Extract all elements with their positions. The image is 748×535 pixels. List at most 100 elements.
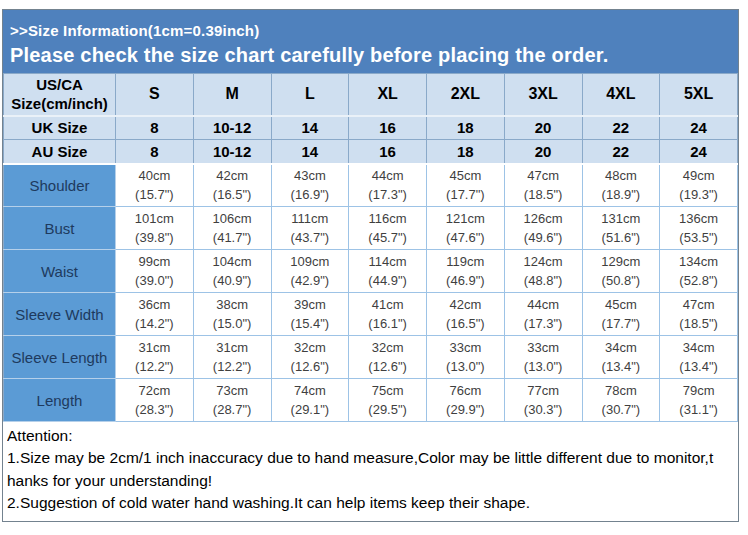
size-row: UK Size810-12141618202224 — [4, 116, 738, 140]
measure-inch: (13.0") — [427, 357, 504, 377]
measure-cm: 134cm — [660, 252, 737, 272]
measure-inch: (12.6") — [272, 357, 349, 377]
measure-cm: 33cm — [505, 338, 582, 358]
measure-cm: 43cm — [272, 166, 349, 186]
measure-cell: 101cm(39.8") — [116, 207, 194, 250]
measure-inch: (12.2") — [194, 357, 271, 377]
measure-cm: 75cm — [349, 381, 426, 401]
measure-inch: (16.1") — [349, 314, 426, 334]
measure-cm: 44cm — [505, 295, 582, 315]
measure-cell: 36cm(14.2") — [116, 293, 194, 336]
measure-row: Waist99cm(39.0")104cm(40.9")109cm(42.9")… — [4, 250, 738, 293]
measure-inch: (18.5") — [505, 185, 582, 205]
measure-cell: 126cm(49.6") — [504, 207, 582, 250]
measure-inch: (13.0") — [505, 357, 582, 377]
measure-inch: (29.1") — [272, 400, 349, 420]
measure-cm: 76cm — [427, 381, 504, 401]
measure-cell: 124cm(48.8") — [504, 250, 582, 293]
measure-inch: (52.8") — [660, 271, 737, 291]
attention-line: 2.Suggestion of cold water hand washing.… — [7, 492, 734, 514]
corner-line1: US/CA — [4, 75, 115, 95]
measure-row: Shoulder40cm(15.7")42cm(16.5")43cm(16.9"… — [4, 164, 738, 207]
row-label: Shoulder — [4, 164, 116, 207]
measure-cm: 31cm — [194, 338, 271, 358]
row-label: Waist — [4, 250, 116, 293]
measure-cm: 119cm — [427, 252, 504, 272]
row-label: UK Size — [4, 116, 116, 140]
measure-inch: (18.9") — [583, 185, 660, 205]
size-value-cell: 8 — [116, 140, 194, 164]
measure-inch: (30.3") — [505, 400, 582, 420]
measure-cell: 45cm(17.7") — [427, 164, 505, 207]
measure-cm: 131cm — [583, 209, 660, 229]
measure-cm: 44cm — [349, 166, 426, 186]
measure-cell: 44cm(17.3") — [349, 164, 427, 207]
measure-cm: 49cm — [660, 166, 737, 186]
measure-cell: 49cm(19.3") — [660, 164, 738, 207]
measure-cell: 48cm(18.9") — [582, 164, 660, 207]
size-header-m: M — [193, 74, 271, 116]
measure-cell: 31cm(12.2") — [116, 336, 194, 379]
measure-cm: 32cm — [349, 338, 426, 358]
measure-cell: 39cm(15.4") — [271, 293, 349, 336]
measure-inch: (13.4") — [660, 357, 737, 377]
size-value-cell: 22 — [582, 140, 660, 164]
measure-cell: 116cm(45.7") — [349, 207, 427, 250]
measure-cm: 40cm — [116, 166, 193, 186]
size-value-cell: 8 — [116, 116, 194, 140]
measure-cell: 32cm(12.6") — [271, 336, 349, 379]
measure-inch: (29.9") — [427, 400, 504, 420]
measure-inch: (53.5") — [660, 228, 737, 248]
measure-cm: 136cm — [660, 209, 737, 229]
size-value-cell: 14 — [271, 116, 349, 140]
measure-cell: 47cm(18.5") — [660, 293, 738, 336]
measure-cell: 121cm(47.6") — [427, 207, 505, 250]
measure-cm: 104cm — [194, 252, 271, 272]
measure-cell: 42cm(16.5") — [193, 164, 271, 207]
size-value-cell: 20 — [504, 116, 582, 140]
size-header-3xl: 3XL — [504, 74, 582, 116]
banner-title: >>Size Information(1cm=0.39inch) — [10, 22, 738, 39]
measure-cell: 33cm(13.0") — [427, 336, 505, 379]
measure-inch: (31.1") — [660, 400, 737, 420]
measure-cell: 76cm(29.9") — [427, 379, 505, 422]
size-value-cell: 10-12 — [193, 140, 271, 164]
row-label: AU Size — [4, 140, 116, 164]
measure-inch: (16.9") — [272, 185, 349, 205]
measure-cell: 78cm(30.7") — [582, 379, 660, 422]
measure-cm: 32cm — [272, 338, 349, 358]
size-chart-frame: >>Size Information(1cm=0.39inch) Please … — [2, 9, 739, 522]
measure-cm: 129cm — [583, 252, 660, 272]
measure-inch: (14.2") — [116, 314, 193, 334]
measure-cell: 42cm(16.5") — [427, 293, 505, 336]
row-label: Length — [4, 379, 116, 422]
measure-cm: 78cm — [583, 381, 660, 401]
size-table: US/CA Size(cm/inch) SMLXL2XL3XL4XL5XL UK… — [3, 73, 738, 422]
size-row: AU Size810-12141618202224 — [4, 140, 738, 164]
measure-cm: 77cm — [505, 381, 582, 401]
row-label: Bust — [4, 207, 116, 250]
measure-cm: 72cm — [116, 381, 193, 401]
measure-cm: 116cm — [349, 209, 426, 229]
measure-cm: 121cm — [427, 209, 504, 229]
measure-cm: 109cm — [272, 252, 349, 272]
measure-cm: 101cm — [116, 209, 193, 229]
measure-inch: (17.7") — [583, 314, 660, 334]
measure-cell: 34cm(13.4") — [582, 336, 660, 379]
corner-cell: US/CA Size(cm/inch) — [4, 74, 116, 116]
measure-cm: 34cm — [660, 338, 737, 358]
measure-cm: 99cm — [116, 252, 193, 272]
measure-inch: (29.5") — [349, 400, 426, 420]
size-header-4xl: 4XL — [582, 74, 660, 116]
measure-inch: (48.8") — [505, 271, 582, 291]
measure-cm: 126cm — [505, 209, 582, 229]
measure-cm: 38cm — [194, 295, 271, 315]
size-header-l: L — [271, 74, 349, 116]
measure-inch: (18.5") — [660, 314, 737, 334]
size-header-xl: XL — [349, 74, 427, 116]
attention-line: 1.Size may be 2cm/1 inch inaccuracy due … — [7, 447, 734, 469]
measure-inch: (43.7") — [272, 228, 349, 248]
measure-inch: (28.7") — [194, 400, 271, 420]
measure-cell: 73cm(28.7") — [193, 379, 271, 422]
measure-cell: 40cm(15.7") — [116, 164, 194, 207]
